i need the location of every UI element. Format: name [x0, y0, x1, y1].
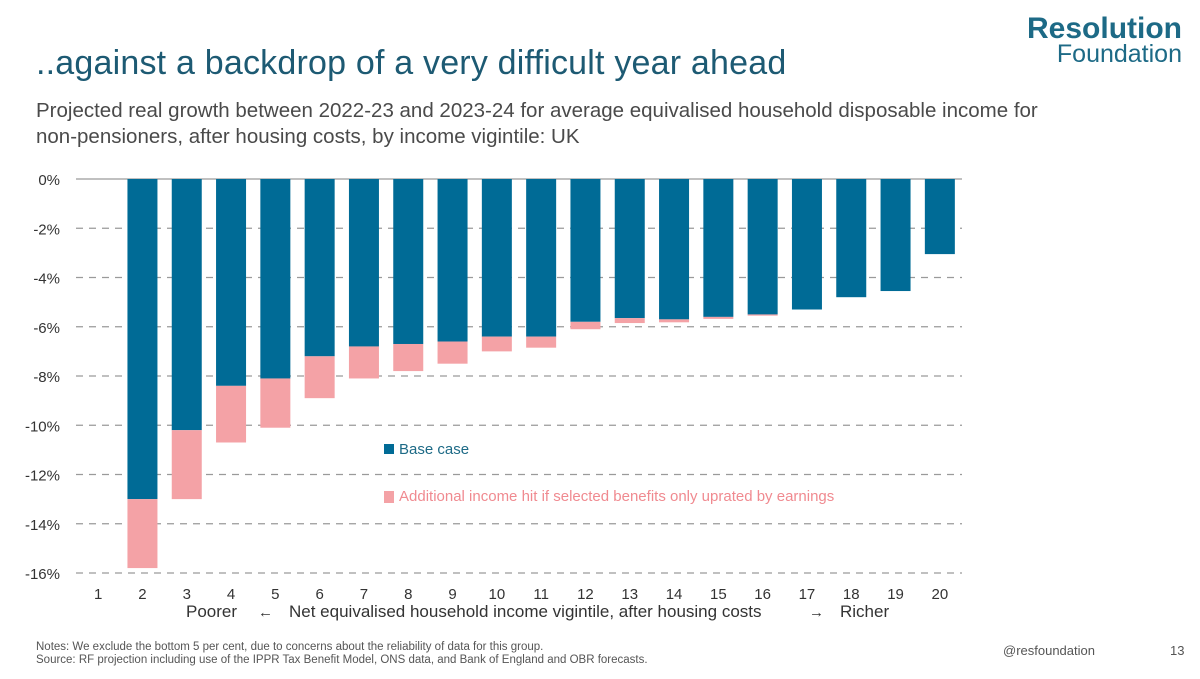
x-tick-label: 2	[138, 586, 146, 603]
bar-base	[614, 179, 645, 319]
bar-base	[880, 179, 911, 292]
y-tick-label: -8%	[33, 369, 60, 386]
x-tick-label: 13	[621, 586, 638, 603]
bar-additional	[570, 321, 601, 330]
bar-additional	[526, 336, 557, 348]
bar-additional	[703, 316, 734, 319]
bar-base	[348, 179, 379, 347]
bar-base	[171, 179, 202, 431]
bar-additional	[659, 319, 690, 323]
bar-additional	[393, 343, 424, 372]
xlabel-right-arrow: →	[809, 604, 824, 621]
footnotes: Notes: We exclude the bottom 5 per cent,…	[36, 641, 648, 667]
bar-base	[703, 179, 734, 317]
page-number: 13	[1170, 643, 1185, 658]
x-tick-label: 16	[754, 586, 771, 603]
y-tick-label: 0%	[38, 172, 60, 189]
x-tick-label: 8	[404, 586, 412, 603]
bar-additional	[348, 346, 379, 379]
x-tick-label: 10	[489, 586, 506, 603]
logo-line-2: Foundation	[1056, 40, 1182, 68]
x-tick-label: 4	[227, 586, 235, 603]
bar-base	[260, 179, 291, 379]
resolution-foundation-logo: Resolution Foundation	[1027, 14, 1182, 67]
logo-line-1: Resolution	[1027, 12, 1182, 45]
y-tick-label: -10%	[25, 418, 60, 435]
legend-additional-label: Additional income hit if selected benefi…	[399, 488, 834, 505]
bar-base	[481, 179, 512, 337]
bar-base	[924, 179, 955, 255]
bar-base	[747, 179, 778, 315]
x-tick-label: 6	[315, 586, 323, 603]
xlabel-left: Poorer	[186, 602, 237, 621]
xlabel-center: Net equivalised household income viginti…	[289, 602, 762, 621]
x-tick-label: 15	[710, 586, 727, 603]
bar-base	[659, 179, 690, 320]
bar-additional	[260, 378, 291, 428]
x-tick-label: 17	[799, 586, 816, 603]
bar-base	[791, 179, 822, 310]
bar-base	[526, 179, 557, 337]
bar-additional	[171, 430, 202, 500]
y-tick-label: -14%	[25, 517, 60, 534]
bar-additional	[481, 336, 512, 352]
x-tick-label: 19	[887, 586, 904, 603]
bar-layer	[127, 179, 955, 569]
x-tick-label: 5	[271, 586, 279, 603]
bar-base	[437, 179, 468, 342]
x-tick-label: 7	[360, 586, 368, 603]
y-tick-label: -2%	[33, 221, 60, 238]
y-axis-ticks: 0% -2% -4% -6% -8% -10% -12% -14% -16%	[25, 172, 60, 583]
bar-additional	[614, 318, 645, 324]
x-tick-label: 9	[448, 586, 456, 603]
source-line: Source: RF projection including use of t…	[36, 654, 648, 666]
x-axis-ticks: 1 2 3 4 5 6 7 8 9 10 11 12 13 14 15 16 17 18 19 20	[94, 586, 948, 603]
y-tick-label: -12%	[25, 468, 60, 485]
legend-base-swatch	[384, 444, 394, 454]
bar-base	[216, 179, 247, 386]
bar-base	[836, 179, 867, 298]
bar-additional	[437, 341, 468, 364]
legend-base-label: Base case	[399, 441, 469, 458]
bar-base	[393, 179, 424, 344]
bar-additional	[127, 499, 158, 569]
bar-base	[570, 179, 601, 322]
x-tick-label: 18	[843, 586, 860, 603]
notes-line: Notes: We exclude the bottom 5 per cent,…	[36, 641, 544, 653]
x-tick-label: 20	[932, 586, 949, 603]
y-tick-label: -16%	[25, 566, 60, 583]
legend-additional-swatch	[384, 491, 394, 503]
chart-subtitle: Projected real growth between 2022-23 an…	[36, 99, 1038, 148]
bar-additional	[216, 385, 247, 443]
twitter-handle: @resfoundation	[1003, 643, 1095, 658]
x-tick-label: 12	[577, 586, 594, 603]
grid-layer	[76, 178, 962, 574]
bar-additional	[747, 314, 778, 316]
slide-title: ..against a backdrop of a very difficult…	[36, 44, 787, 82]
xlabel-left-arrow: ←	[258, 604, 273, 621]
y-tick-label: -4%	[33, 271, 60, 288]
bar-base	[304, 179, 335, 357]
y-tick-label: -6%	[33, 320, 60, 337]
bar-additional	[304, 356, 335, 399]
x-tick-label: 11	[533, 586, 549, 603]
x-tick-label: 1	[94, 586, 102, 603]
x-tick-label: 14	[666, 586, 683, 603]
bar-base	[127, 179, 158, 500]
x-tick-label: 3	[183, 586, 191, 603]
xlabel-right: Richer	[840, 602, 889, 621]
